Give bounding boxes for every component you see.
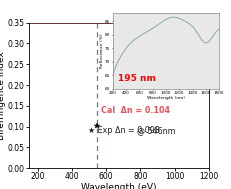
Y-axis label: Birefringence Index: Birefringence Index <box>0 51 6 140</box>
X-axis label: Wavelength (eV): Wavelength (eV) <box>81 183 156 189</box>
Text: Cal  Δn = 0.104: Cal Δn = 0.104 <box>100 106 169 115</box>
Text: @ 546nm: @ 546nm <box>136 126 175 135</box>
Text: ★ Exp Δn = 0.098: ★ Exp Δn = 0.098 <box>88 126 160 135</box>
Y-axis label: Reflectance (%): Reflectance (%) <box>99 34 103 68</box>
Legend: KBOH: KBOH <box>161 27 204 43</box>
X-axis label: Wavelength (nm): Wavelength (nm) <box>146 96 184 100</box>
Text: 195 nm: 195 nm <box>117 74 155 83</box>
